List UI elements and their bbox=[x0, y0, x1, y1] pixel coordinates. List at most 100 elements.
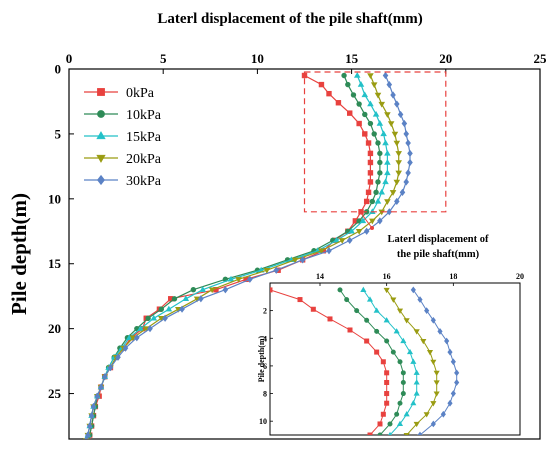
inset-x-tick-label: 16 bbox=[383, 272, 391, 281]
inset-y-tick-label: 6 bbox=[263, 362, 267, 371]
y-tick-label: 20 bbox=[48, 321, 61, 336]
data-point bbox=[85, 431, 91, 439]
data-point bbox=[403, 130, 410, 138]
legend-label-0kPa: 0kPa bbox=[126, 86, 155, 101]
main-y-axis-title: Pile depth(m) bbox=[7, 193, 31, 315]
data-point bbox=[199, 286, 207, 292]
data-point bbox=[374, 92, 382, 99]
x-tick-label: 10 bbox=[251, 51, 264, 66]
data-point bbox=[384, 169, 391, 176]
data-point bbox=[222, 286, 229, 294]
inset-data-point bbox=[364, 338, 370, 344]
data-point bbox=[198, 295, 204, 303]
data-point bbox=[90, 402, 97, 411]
data-point bbox=[374, 197, 382, 204]
inset-data-point bbox=[426, 350, 434, 356]
inset-data-point bbox=[366, 296, 374, 302]
inset-data-point bbox=[433, 391, 440, 397]
data-point bbox=[378, 101, 386, 108]
legend-marker-10kPa bbox=[97, 110, 105, 118]
zoom-box-group bbox=[303, 71, 447, 230]
inset-data-point bbox=[444, 337, 450, 345]
inset-data-point bbox=[440, 410, 446, 418]
legend-label-20kPa: 20kPa bbox=[126, 152, 162, 167]
data-point bbox=[369, 218, 376, 225]
x-tick-label: 5 bbox=[160, 51, 167, 66]
inset-data-point bbox=[387, 421, 393, 427]
data-point bbox=[367, 159, 374, 166]
legend-marker-30kPa bbox=[97, 174, 105, 186]
inset-data-point bbox=[454, 379, 460, 386]
inset-data-point bbox=[430, 401, 437, 407]
data-point bbox=[386, 80, 393, 89]
zoom-box-rect bbox=[303, 71, 447, 213]
inset-data-point bbox=[384, 338, 390, 344]
data-point bbox=[367, 170, 374, 176]
data-point bbox=[375, 179, 381, 185]
inset-data-point bbox=[397, 400, 403, 406]
inset-axis-group: 14 16 18 20 2 4 6 8 10 bbox=[259, 272, 524, 426]
inset-series-0kPa bbox=[270, 287, 390, 435]
data-point bbox=[380, 130, 387, 137]
inset-data-point bbox=[390, 349, 396, 355]
data-point bbox=[405, 169, 411, 177]
inset-data-point bbox=[430, 359, 437, 366]
inset-plot-frame bbox=[269, 282, 521, 436]
data-point bbox=[390, 91, 396, 99]
data-point bbox=[145, 315, 151, 321]
data-point bbox=[179, 305, 185, 313]
x-tick-label: 15 bbox=[345, 51, 359, 66]
inset-data-point bbox=[420, 338, 427, 345]
inset-data-point bbox=[454, 369, 460, 377]
data-point bbox=[399, 188, 406, 196]
inset-data-point bbox=[400, 370, 406, 376]
inset-title-line-2-text: the pile shaft(mm) bbox=[397, 249, 480, 260]
inset-y-tick-label: 2 bbox=[263, 307, 267, 316]
data-point bbox=[86, 422, 93, 430]
data-point bbox=[365, 189, 372, 196]
inset-data-point bbox=[413, 421, 420, 428]
main-series-group bbox=[82, 71, 413, 439]
data-point bbox=[389, 190, 397, 196]
x-tick-label: 0 bbox=[66, 51, 73, 66]
inset-data-point bbox=[400, 379, 406, 385]
inset-data-point bbox=[380, 411, 386, 417]
data-point bbox=[326, 90, 332, 97]
data-point bbox=[115, 353, 121, 361]
data-point bbox=[318, 248, 325, 255]
data-point bbox=[367, 73, 374, 79]
data-point bbox=[353, 72, 361, 78]
data-point bbox=[377, 159, 383, 166]
data-point bbox=[401, 119, 408, 128]
inset-data-point bbox=[403, 318, 410, 324]
inset-data-point bbox=[417, 431, 423, 435]
data-point bbox=[363, 227, 370, 235]
x-tick-label: 20 bbox=[439, 51, 452, 66]
data-point bbox=[88, 412, 95, 420]
data-point bbox=[348, 227, 355, 234]
main-plot-frame bbox=[68, 68, 541, 440]
data-point bbox=[345, 81, 351, 88]
inset-y-tick-label: 4 bbox=[263, 334, 267, 343]
inset-data-point bbox=[344, 297, 350, 303]
data-point bbox=[395, 170, 402, 177]
data-point bbox=[165, 305, 173, 312]
data-point bbox=[367, 120, 374, 127]
data-point bbox=[356, 120, 362, 127]
data-point bbox=[291, 257, 299, 264]
data-point bbox=[367, 179, 374, 185]
legend-marker-0kPa bbox=[97, 88, 105, 96]
data-point bbox=[394, 197, 400, 206]
x-tick-label: 25 bbox=[534, 51, 548, 66]
data-point bbox=[350, 92, 357, 98]
data-point bbox=[94, 392, 101, 400]
inset-data-point bbox=[374, 349, 380, 355]
inset-data-point bbox=[383, 317, 390, 323]
inset-data-point bbox=[297, 297, 303, 303]
data-point bbox=[356, 101, 362, 107]
inset-data-point bbox=[410, 358, 417, 364]
data-point bbox=[384, 158, 391, 165]
inset-data-point bbox=[383, 287, 390, 294]
legend-label-10kPa: 10kPa bbox=[126, 108, 162, 123]
